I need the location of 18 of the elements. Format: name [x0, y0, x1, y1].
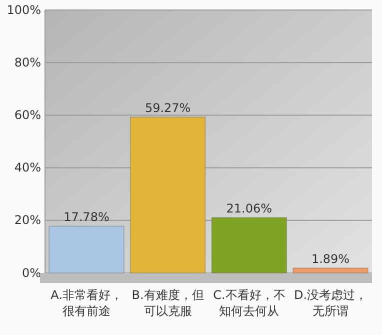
- y-tick-label: 100%: [6, 2, 41, 17]
- data-label: 17.78%: [64, 210, 110, 224]
- bar: [292, 268, 368, 274]
- y-tick-label: 60%: [14, 108, 41, 122]
- y-tick-label: 20%: [14, 213, 41, 228]
- y-tick-label: 0%: [22, 266, 41, 280]
- bar: [211, 217, 288, 274]
- x-tick-label: A.非常看好，很有前途: [50, 288, 122, 318]
- bar: [130, 116, 206, 274]
- data-label: 21.06%: [226, 202, 272, 216]
- x-tick-label: D.没考虑过，无所谓: [294, 288, 368, 318]
- y-tick-label: 80%: [14, 55, 41, 70]
- x-tick-label: B.有难度，但可以克服: [132, 288, 204, 318]
- x-tick-label: C.不看好，不知何去何从: [213, 288, 286, 318]
- data-label: 1.89%: [311, 252, 350, 266]
- bar: [48, 226, 124, 274]
- y-tick-label: 40%: [14, 160, 41, 175]
- data-label: 59.27%: [144, 101, 191, 116]
